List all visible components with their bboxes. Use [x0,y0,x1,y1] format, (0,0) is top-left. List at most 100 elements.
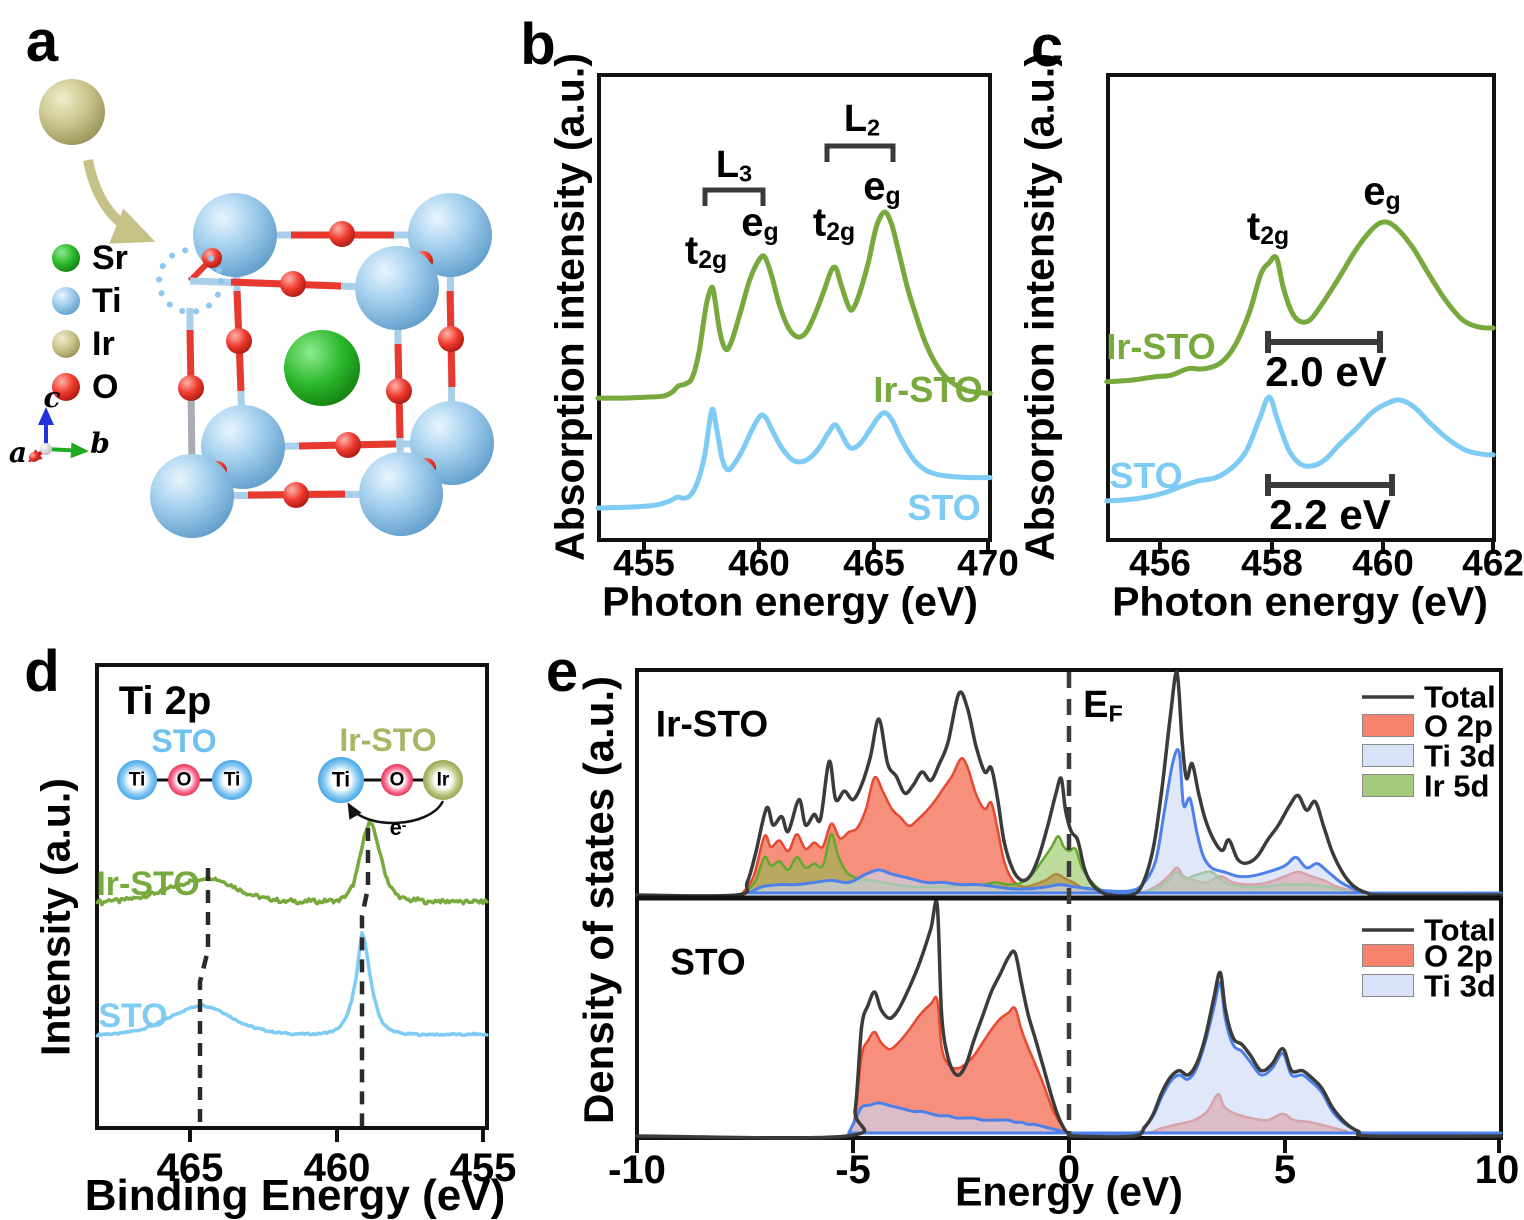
panel-e-xlabel: Energy (eV) [955,1168,1183,1215]
legend-swatch-ti3d [1362,744,1414,767]
eg-label: eg [863,164,901,210]
irsto-curve-label: Ir-STO [873,369,983,410]
dos-panel-label-sto: STO [670,941,746,983]
panel-c-letter: c [1030,14,1064,79]
panel-c-tick: 458 [1241,542,1303,584]
ti-atom [355,246,439,330]
legend-swatch-ir5d [1362,774,1414,797]
inset-ir-atom [423,760,463,800]
panel-e-tick: -10 [608,1148,666,1192]
l3-label: L3 [715,144,753,187]
eg-label: eg [741,200,779,246]
legend-label-o2p: O 2p [1424,938,1493,974]
o-atom [335,432,361,458]
panel-b-letter: b [520,12,556,77]
inset-atom-label: O [389,769,405,791]
legend-label-o2p: O 2p [1424,708,1493,744]
crystal-structure [27,79,494,538]
inset-ti-atom [318,757,364,803]
panel-d-curves [95,819,489,1038]
legend-swatch-ti3d [1362,974,1414,997]
irsto-curve-label: Ir-STO [1106,326,1216,367]
l3-bracket [702,187,766,206]
axis-b-label: b [90,427,110,460]
o-atom [386,378,412,404]
legend-ir-label: Ir [92,325,115,363]
o-atom [178,375,204,401]
eg-label: eg [1363,169,1401,215]
legend-swatch-o2p [1362,714,1414,737]
separation-value-sto: 2.2 eV [1269,491,1391,538]
panel-d-letter: d [24,639,60,704]
legend-swatch-o2p [1362,944,1414,967]
panel-e-tick: -5 [835,1148,871,1192]
axis-triad [27,407,89,463]
electron-transfer-arrow [347,800,445,825]
legend-label-ti3d: Ti 3d [1424,968,1496,1004]
panel-e-top-curves [635,670,1503,898]
panel-c-xlabel: Photon energy (eV) [1112,578,1488,625]
sr-atom [284,330,360,406]
sto-curve-label: STO [1109,455,1183,496]
l2-bracket [824,143,896,162]
inset-o-atom [381,764,413,796]
o-atom [280,271,306,297]
panel-b-tick: 460 [728,542,790,584]
inset-atom-label: Ti [331,768,351,792]
sto-curve-label: STO [907,487,981,528]
panel-d-ylabel: Intensity (a.u.) [32,778,79,1056]
inset-atom-label: Ti [223,769,241,791]
t2g-label: t2g [684,228,728,274]
panel-c-tick: 456 [1129,542,1191,584]
panel-b-tick: 470 [957,542,1019,584]
legend-label-total: Total [1424,912,1496,948]
substitution-arrow [83,159,156,244]
panel-e-letter: e [545,639,579,704]
o-atom [329,221,355,247]
inset-atom-label: Ti [128,769,146,791]
panel-b-ylabel: Absorption intensity (a.u.) [546,53,593,561]
l2-label: L2 [843,98,881,141]
inset-sto-label: STO [151,723,217,759]
ti-atom [359,452,443,536]
o-atom [226,328,252,354]
inset-o-atom [168,764,200,796]
panel-c-ylabel: Absorption intensity (a.u.) [1016,53,1063,561]
panel-b-xlabel: Photon energy (eV) [602,578,978,625]
sto-curve-label: STO [98,997,168,1035]
panel-e-ylabel: Density of states (a.u.) [575,675,622,1125]
t2g-label: t2g [1246,204,1290,250]
substitution-site-dashed-circle [156,247,224,315]
panel-e-tick: 0 [1057,1148,1081,1192]
legend-o-icon [52,373,80,401]
o-atom [283,482,309,508]
inset-ti-atom [117,760,157,800]
panel-b-curves [595,209,993,511]
t2g-label: t2g [812,200,856,246]
panel-d-tick: 455 [449,1146,517,1190]
legend-label-ti3d: Ti 3d [1424,738,1496,774]
dos-panel-label-irsto: Ir-STO [655,703,769,745]
panel-b-tick: 455 [613,542,675,584]
panel-d-xlabel: Binding Energy (eV) [84,1171,506,1220]
separation-bar-sto [1265,474,1395,496]
panel-e-bottom-curves [635,899,1503,1140]
panel-d-tick: 465 [156,1146,224,1190]
panel-d-title: Ti 2p [118,679,212,723]
o-atom [438,326,464,352]
panel-c-curves [1104,219,1496,504]
electron-label: e- [389,815,407,840]
legend-sr-label: Sr [92,239,128,277]
ti-atom [150,454,234,538]
legend-o-label: O [92,368,119,406]
panel-b-tick: 465 [843,542,905,584]
panel-c-tick: 462 [1462,542,1524,584]
panel-c-frame [1106,73,1496,542]
bonding-inset [117,757,463,825]
inset-irsto-label: Ir-STO [339,722,437,758]
panel-c-tick: 460 [1352,542,1414,584]
panel-d-tick: 460 [303,1146,371,1190]
panel-a-letter: a [25,9,59,74]
ir-dopant-atom [39,79,105,145]
